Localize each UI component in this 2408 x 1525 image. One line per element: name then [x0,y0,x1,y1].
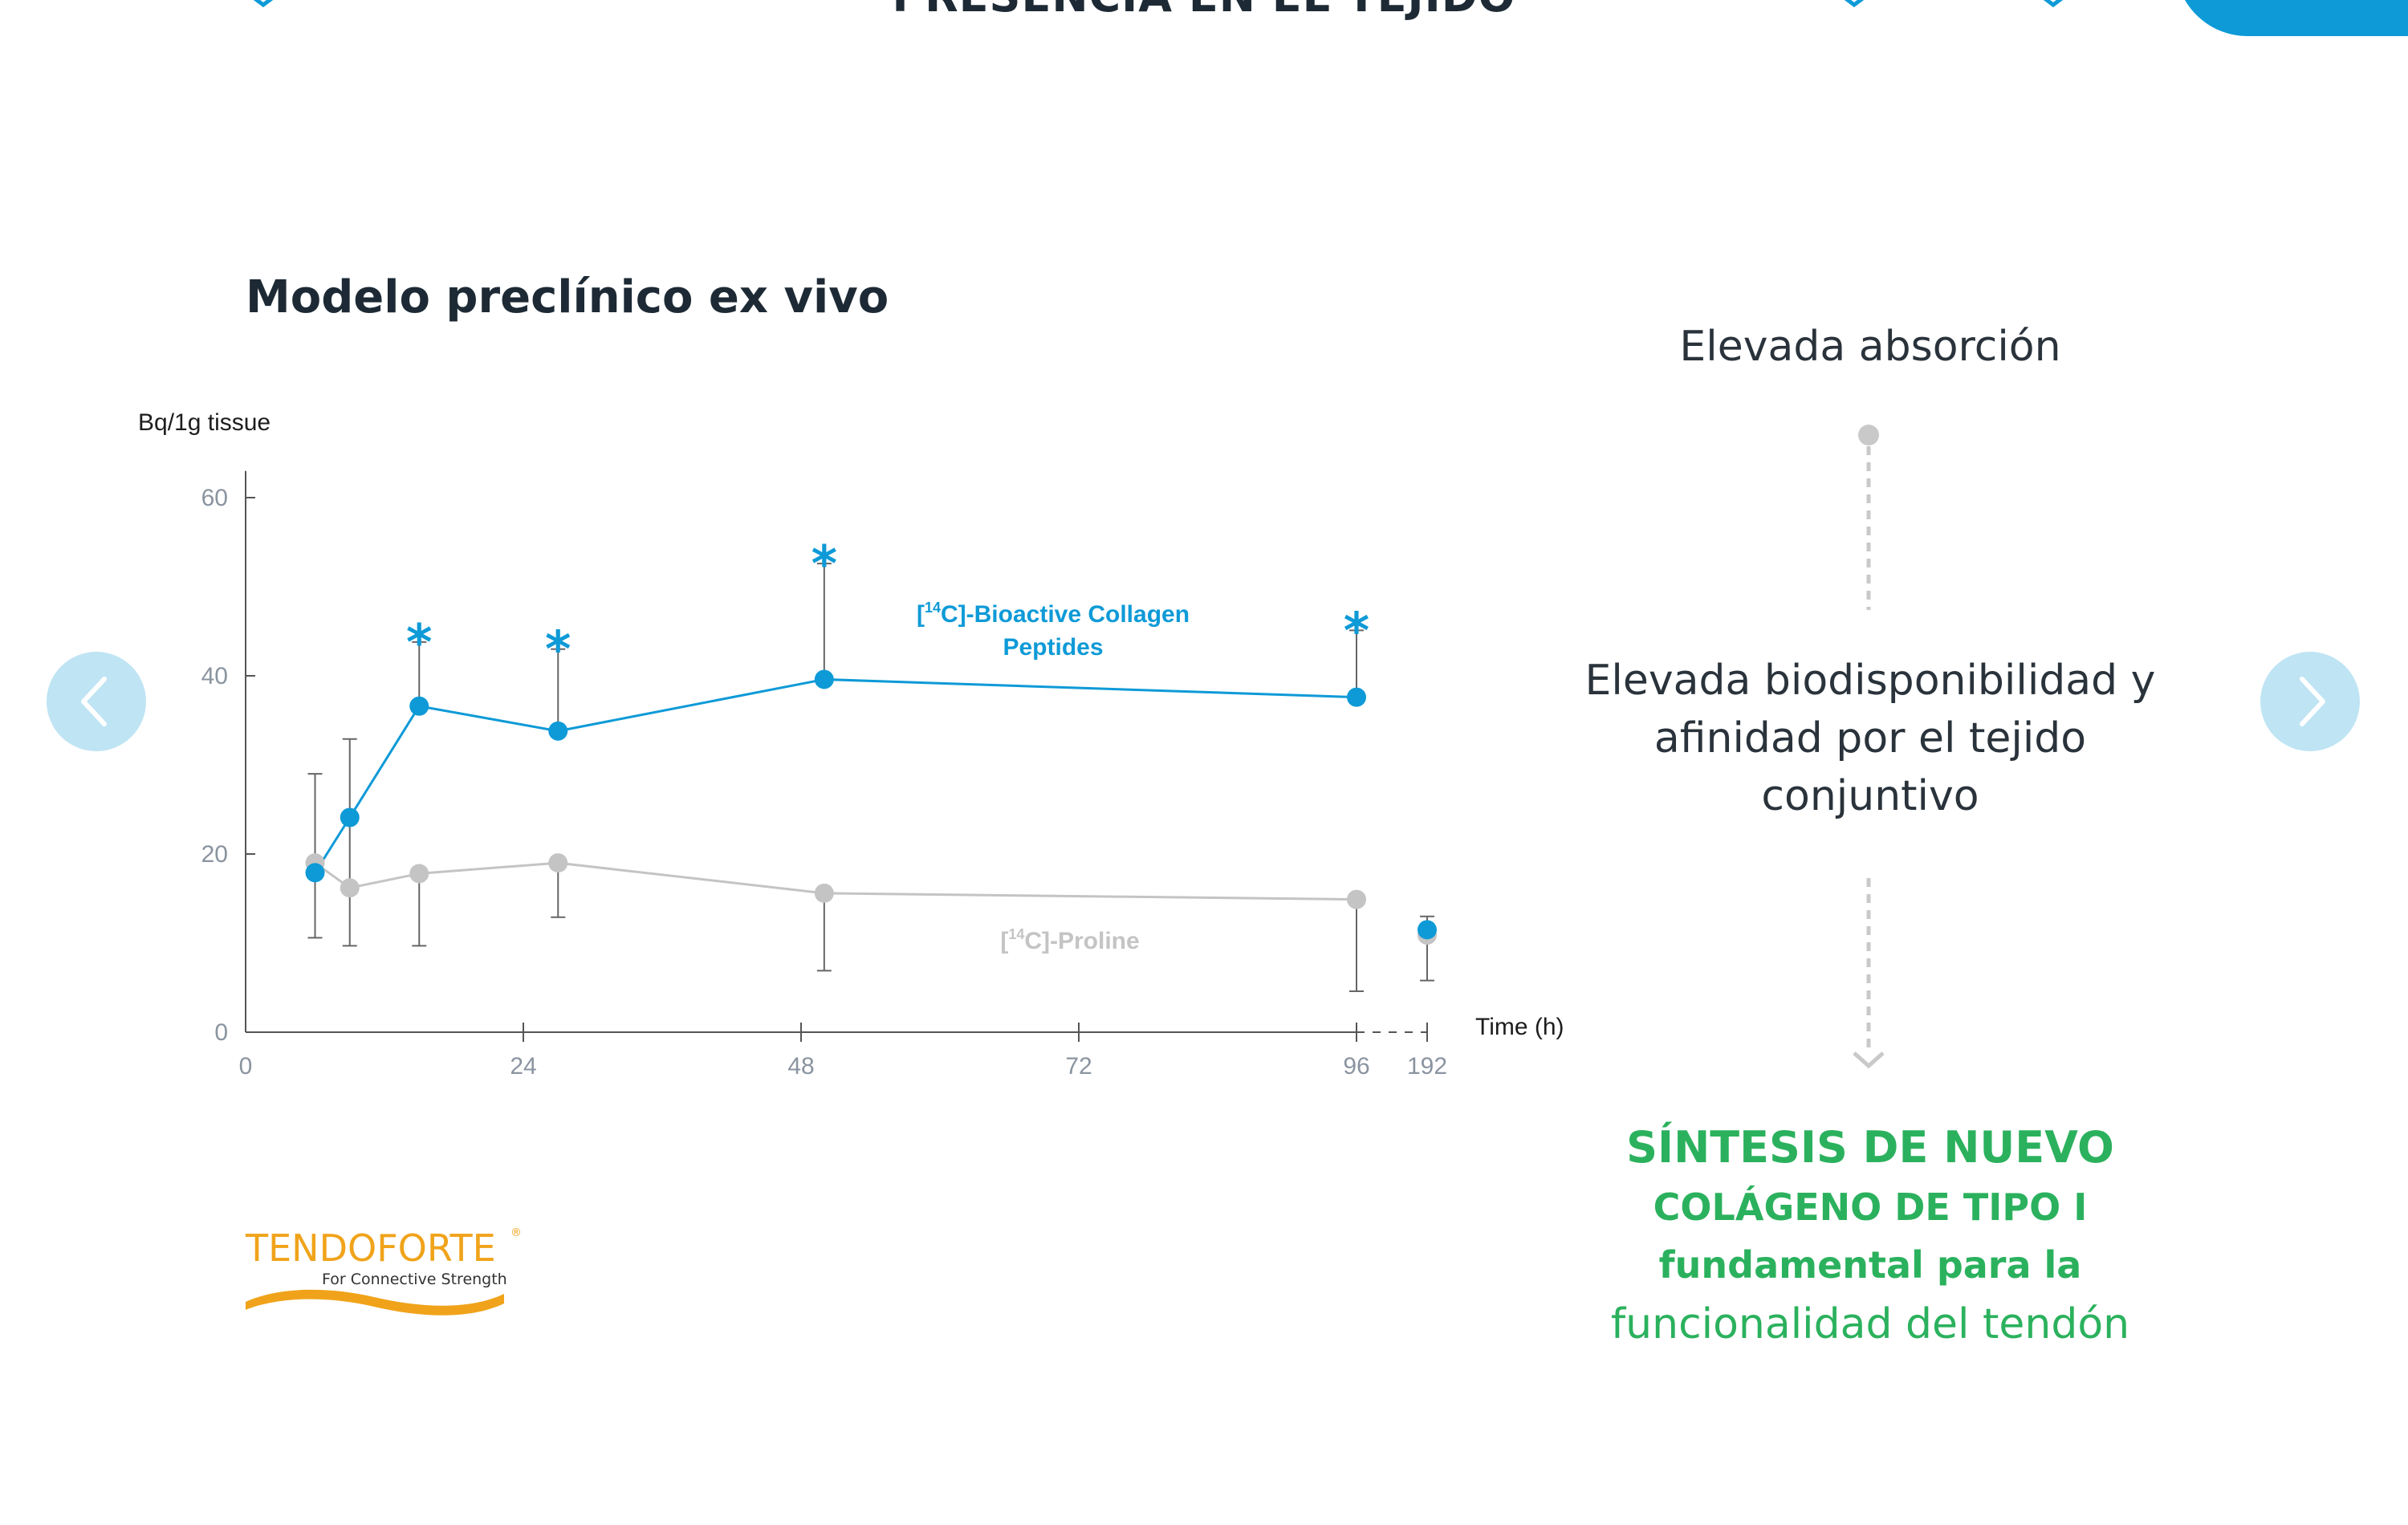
x-tick-label: 72 [1065,1053,1092,1080]
y-tick-label: 40 [201,663,228,689]
flow-dot-icon [1858,425,1879,445]
logo-name: TENDOFORTE [246,1226,496,1270]
header-decoration-mid [1840,0,1872,13]
result-line-1: SÍNTESIS DE NUEVO [1626,1122,2114,1173]
data-point [1418,920,1437,940]
significance-star: * [545,620,571,679]
logo-tagline: For Connective Strength [322,1271,507,1288]
y-tick-label: 20 [201,841,228,868]
line-chart: Bq/1g tissue Time (h) 0 20 40 60 0 24 48 72 96 19… [138,409,1564,1080]
biodisp-line-2: afinidad por el tejido [1653,714,2087,762]
flow-result: SÍNTESIS DE NUEVO COLÁGENO DE TIPO I fun… [1557,1117,2183,1355]
significance-star: * [1344,601,1369,660]
series-label-superscript: 14 [1008,926,1024,942]
series-label-collagen: [14C]-Bioactive Collagen [917,600,1190,628]
flow-step-absorcion: Elevada absorción [1679,323,2061,371]
result-line-4: funcionalidad del tendón [1610,1300,2130,1348]
biodisp-line-1: Elevada biodisponibilidad y [1584,657,2156,705]
y-axis-label: Bq/1g tissue [138,409,270,436]
previous-slide-button[interactable] [47,652,146,751]
data-point [1347,687,1366,707]
data-point [340,807,360,828]
series-label-superscript: 14 [925,600,941,616]
series-line [314,677,1357,874]
data-point [340,878,360,898]
data-point [814,883,834,903]
data-point [814,669,834,689]
flow-arrow-down-icon [1853,1051,1885,1069]
x-tick-label: 192 [1407,1053,1447,1080]
significance-star: * [811,535,837,593]
section-title: Modelo preclínico ex vivo [246,271,889,323]
flow-step-biodisponibilidad: Elevada biodisponibilidad y afinidad por… [1557,652,2183,825]
series-label-collagen-line2: Peptides [1003,634,1103,661]
header-decoration-left [249,0,281,13]
chevron-left-icon [81,677,107,726]
biodisp-line-3: conjuntivo [1761,772,1979,820]
y-tick-label: 60 [201,485,228,511]
data-point [409,696,429,716]
logo-wave-icon [246,1289,504,1316]
data-point [548,721,568,741]
series-label-text: C]-Proline [1024,928,1139,954]
result-line-3: fundamental para la [1658,1243,2082,1287]
x-axis-label: Time (h) [1475,1014,1564,1040]
data-point [1347,889,1366,909]
data-point [305,863,325,883]
header-decoration-right [2039,0,2071,13]
page-title: PRESENCIA EN EL TEJIDO [0,0,2408,22]
x-tick-label: 48 [787,1053,814,1080]
significance-star: * [406,613,432,672]
tendoforte-logo: TENDOFORTE ® For Connective Strength [246,1226,527,1323]
x-tick-label: 96 [1343,1053,1369,1080]
data-point [409,864,429,884]
x-tick-label: 0 [239,1053,253,1080]
x-tick-label: 24 [510,1053,536,1080]
next-slide-button[interactable] [2260,652,2360,751]
logo-registered-mark: ® [510,1226,522,1239]
series-label-text: C]-Bioactive Collagen [941,601,1190,628]
data-point [548,853,568,873]
y-tick-label: 0 [214,1019,228,1046]
chevron-right-icon [2300,677,2325,726]
result-line-2: COLÁGENO DE TIPO I [1653,1185,2088,1229]
